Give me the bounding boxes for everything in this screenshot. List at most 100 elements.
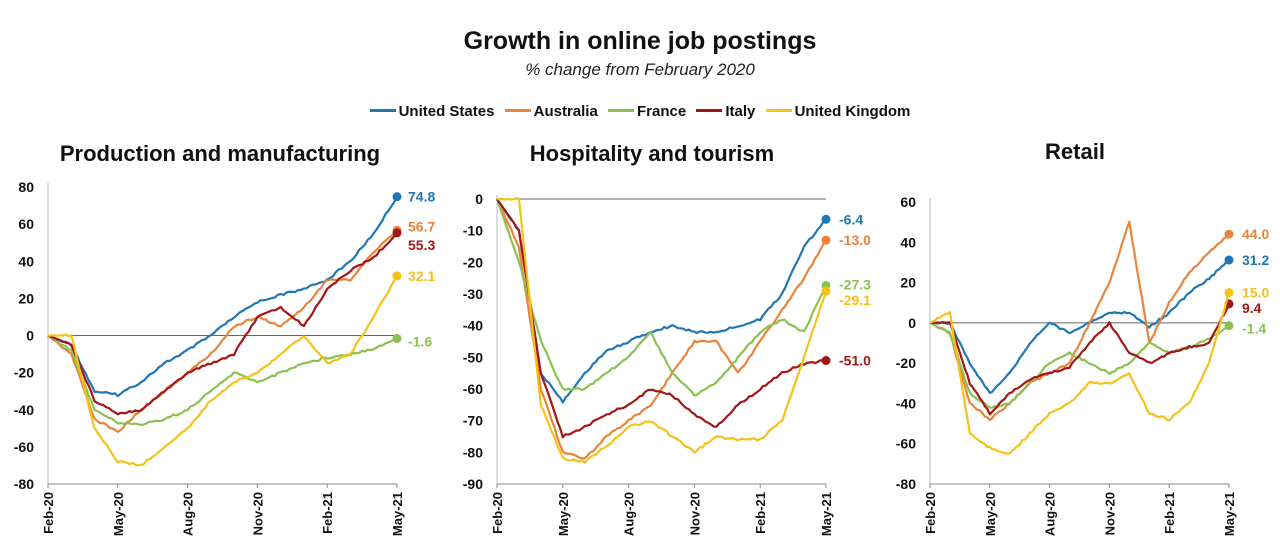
x-tick-label: Aug-20 <box>622 492 637 536</box>
x-tick-label: Aug-20 <box>181 492 196 536</box>
y-tick-label: -10 <box>463 223 483 239</box>
legend-label: France <box>637 103 687 120</box>
series-line-united-kingdom <box>929 292 1231 455</box>
legend: United States Australia France Italy Uni… <box>0 103 1280 120</box>
end-point-united-kingdom <box>821 286 831 296</box>
y-tick-label: 40 <box>900 234 916 250</box>
series-line-united-kingdom <box>48 275 398 467</box>
end-label-italy: -51.0 <box>839 353 871 369</box>
y-tick-label: -60 <box>14 439 34 455</box>
end-point-italy <box>392 228 402 238</box>
x-tick-label: Aug-20 <box>1043 492 1058 536</box>
end-label-australia: 44.0 <box>1242 226 1269 242</box>
end-point-australia <box>821 235 831 245</box>
panel-title-hospitality: Hospitality and tourism <box>529 141 775 166</box>
legend-item-united-states: United States <box>369 103 495 120</box>
legend-swatch <box>765 108 792 112</box>
legend-item-france: France <box>608 103 686 120</box>
x-tick-label: May-20 <box>983 492 998 536</box>
y-tick-label: -40 <box>14 402 34 418</box>
end-label-australia: 56.7 <box>408 218 435 234</box>
y-tick-label: 60 <box>900 194 916 210</box>
series-line-australia <box>929 220 1230 422</box>
end-label-united-states: 74.8 <box>408 189 435 205</box>
end-point-australia <box>1224 229 1234 239</box>
series-line-united-states <box>47 196 398 398</box>
x-tick-label: Feb-21 <box>320 492 335 534</box>
series-line-france <box>495 198 828 397</box>
end-point-italy <box>821 356 831 365</box>
end-point-united-states <box>821 214 831 224</box>
legend-swatch <box>608 108 634 112</box>
x-tick-label: May-21 <box>1222 492 1237 536</box>
y-tick-label: -40 <box>463 318 483 334</box>
legend-swatch <box>504 108 531 112</box>
y-tick-label: 40 <box>18 253 34 269</box>
end-point-united-states <box>1224 255 1234 265</box>
y-tick-label: -90 <box>463 476 483 492</box>
series-line-italy <box>47 232 398 416</box>
series-line-united-states <box>930 259 1230 394</box>
x-tick-label: Feb-21 <box>753 492 768 534</box>
legend-label: United Kingdom <box>794 103 911 120</box>
y-tick-label: -80 <box>14 476 34 492</box>
end-label-australia: -13.0 <box>839 232 871 248</box>
end-label-united-kingdom: 32.1 <box>408 268 435 284</box>
end-label-france: -27.3 <box>839 276 871 292</box>
x-tick-label: May-21 <box>819 492 834 536</box>
legend-label: United States <box>398 103 495 120</box>
legend-label: Italy <box>725 103 756 120</box>
y-tick-label: 0 <box>26 328 34 344</box>
end-label-france: -1.6 <box>408 333 432 349</box>
end-point-france <box>392 333 402 343</box>
y-tick-label: -80 <box>463 444 483 460</box>
series-line-australia <box>47 229 398 433</box>
end-label-italy: 9.4 <box>1242 300 1262 316</box>
x-tick-label: Nov-20 <box>250 492 265 535</box>
y-tick-label: -40 <box>896 395 916 411</box>
x-tick-label: Feb-20 <box>923 492 938 534</box>
x-tick-label: May-20 <box>111 492 126 536</box>
y-tick-label: 0 <box>908 315 916 331</box>
end-point-france <box>1224 321 1234 331</box>
x-tick-label: Nov-20 <box>1102 492 1117 535</box>
y-tick-label: -60 <box>463 381 483 397</box>
y-tick-label: -20 <box>14 365 34 381</box>
end-label-france: -1.4 <box>1242 321 1266 337</box>
end-point-united-kingdom <box>1224 288 1234 298</box>
y-tick-label: 20 <box>900 275 916 291</box>
y-tick-label: 60 <box>18 216 34 232</box>
y-tick-label: 0 <box>475 191 483 207</box>
x-tick-label: Feb-21 <box>1162 492 1177 534</box>
legend-label: Australia <box>533 103 598 120</box>
chart-subtitle: % change from February 2020 <box>525 60 755 79</box>
series-line-italy <box>930 303 1231 416</box>
series-line-france <box>47 334 398 427</box>
y-tick-label: -50 <box>463 349 483 365</box>
end-label-italy: 55.3 <box>408 237 435 253</box>
y-tick-label: 20 <box>18 290 34 306</box>
x-tick-label: May-21 <box>390 492 405 536</box>
panel-title-production: Production and manufacturing <box>59 141 381 166</box>
legend-item-united-kingdom: United Kingdom <box>765 103 911 120</box>
series-line-united-states <box>496 198 827 404</box>
x-tick-label: Feb-20 <box>41 492 56 534</box>
x-tick-label: Nov-20 <box>687 492 702 535</box>
y-tick-label: -30 <box>463 286 483 302</box>
legend-swatch <box>696 108 723 112</box>
series-line-italy <box>496 198 827 439</box>
y-tick-label: -60 <box>896 436 916 452</box>
end-label-united-kingdom: -29.1 <box>839 292 871 308</box>
x-tick-label: May-20 <box>556 492 571 536</box>
y-tick-label: -80 <box>896 476 916 492</box>
end-point-united-states <box>392 192 402 202</box>
chart-title: Growth in online job postings <box>463 27 817 55</box>
end-label-united-kingdom: 15.0 <box>1242 285 1269 301</box>
y-tick-label: -70 <box>463 413 483 429</box>
x-tick-label: Feb-20 <box>490 492 505 534</box>
y-tick-label: -20 <box>896 355 916 371</box>
end-label-united-states: -6.4 <box>839 211 863 227</box>
legend-item-italy: Italy <box>696 103 755 120</box>
legend-item-australia: Australia <box>504 103 598 120</box>
end-label-united-states: 31.2 <box>1242 252 1269 268</box>
